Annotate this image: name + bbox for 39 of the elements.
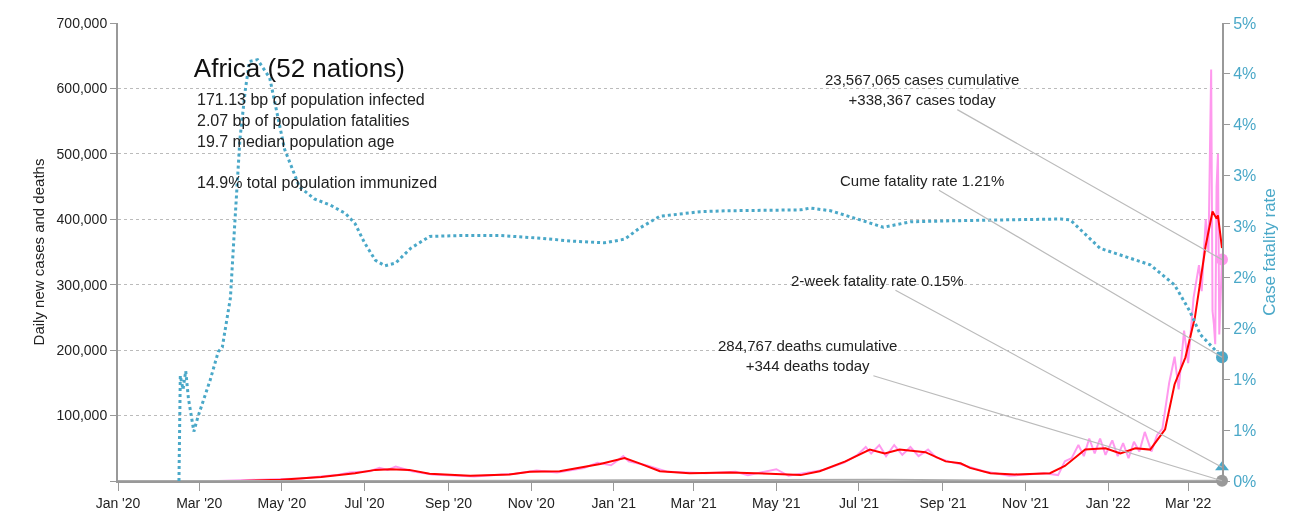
y2-tick-label: 4% <box>1233 116 1257 134</box>
y2-tick-label: 5% <box>1233 14 1257 32</box>
y2-tick-label: 0% <box>1233 472 1257 490</box>
y-tick-label: 400,000 <box>56 211 108 228</box>
x-tick-label: Nov '20 <box>507 494 555 511</box>
y2-tick-label: 2% <box>1233 319 1257 337</box>
x-tick-label: Jul '21 <box>838 494 880 511</box>
text: 171.13 bp of population infected 2.07 bp of population fatalities 19.7 median population age 14.9% total population immunized <box>197 91 438 192</box>
y-tick-label: 200,000 <box>56 342 108 359</box>
y2-tick-label: 1% <box>1233 421 1257 439</box>
x-tick-label: Nov '21 <box>1002 494 1050 511</box>
x-tick-label: Jul '20 <box>344 494 385 511</box>
y-tick-label: 700,000 <box>56 14 108 31</box>
x-tick-label: May '20 <box>257 494 307 511</box>
x-tick-label: Mar '21 <box>670 494 718 511</box>
y-axis-title: Daily new cases and deaths <box>30 158 48 346</box>
y2-tick-label: 2% <box>1233 269 1257 287</box>
x-tick-label: Mar '22 <box>1165 494 1212 511</box>
y-tick-label: 600,000 <box>56 80 108 97</box>
x-tick-label: Sep '20 <box>425 494 473 511</box>
x-tick-label: Jan '21 <box>591 494 637 511</box>
x-tick-label: Jan '22 <box>1085 494 1131 511</box>
annotation: 2-week fatality rate 0.15% <box>791 272 964 289</box>
y2-tick-label: 1% <box>1233 370 1257 388</box>
text: Africa (52 nations) <box>193 53 405 84</box>
annotation: 284,767 deaths cumulative +344 deaths today <box>718 337 898 374</box>
y2-tick-label: 4% <box>1233 65 1257 83</box>
annotation: 23,567,065 cases cumulative +338,367 cases today <box>825 71 1020 108</box>
y2-axis-title: Case fatality rate <box>1260 188 1280 316</box>
y2-tick-label: 3% <box>1233 167 1257 185</box>
y-tick-label: 100,000 <box>56 407 108 424</box>
x-tick-label: Jan '20 <box>95 494 141 511</box>
x-tick-label: May '21 <box>752 494 801 511</box>
x-tick-label: Sep '21 <box>919 494 967 511</box>
y-tick-label: 300,000 <box>56 276 108 293</box>
x-tick-label: Mar '20 <box>176 494 223 511</box>
y2-tick-label: 3% <box>1233 218 1257 236</box>
annotation: Cume fatality rate 1.21% <box>840 172 1005 189</box>
y-tick-label: 500,000 <box>56 145 108 162</box>
